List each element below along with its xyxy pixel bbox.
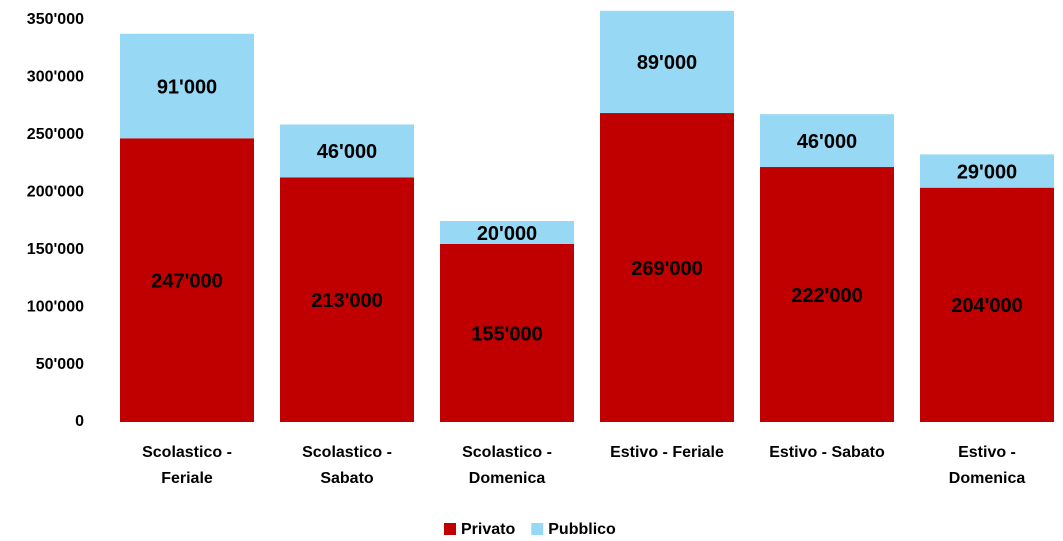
bar-segment [440, 221, 574, 244]
bar-segment [920, 154, 1054, 188]
y-tick-label: 200'000 [27, 184, 84, 201]
bar-segment [600, 10, 734, 114]
bar-segment [440, 243, 574, 422]
y-tick-label: 0 [75, 413, 84, 430]
value-label: 46'000 [317, 141, 377, 163]
legend-label: Privato [461, 521, 515, 538]
value-label: 20'000 [477, 223, 537, 245]
y-tick-label: 300'000 [27, 69, 84, 86]
value-label: 269'000 [631, 258, 703, 280]
x-tick-label: Scolastico -Feriale [142, 444, 232, 487]
legend-swatch [531, 523, 544, 535]
bar-segment [280, 124, 414, 178]
value-label: 222'000 [791, 285, 863, 307]
x-tick-label: Scolastico -Sabato [302, 444, 392, 487]
x-tick-label: Estivo - Feriale [610, 444, 724, 461]
bar-segment [280, 177, 414, 422]
value-label: 89'000 [637, 52, 697, 74]
value-label: 46'000 [797, 131, 857, 153]
bar-segment [760, 114, 894, 168]
value-label: 155'000 [471, 323, 543, 345]
x-tick-label: Scolastico -Domenica [462, 444, 552, 487]
x-tick-label: Estivo - Sabato [769, 444, 885, 461]
bar-segment [120, 33, 254, 139]
y-tick-label: 100'000 [27, 298, 84, 315]
value-label: 213'000 [311, 290, 383, 312]
bar-segment [120, 138, 254, 422]
y-tick-label: 350'000 [27, 11, 84, 28]
value-label: 29'000 [957, 161, 1017, 183]
value-label: 91'000 [157, 76, 217, 98]
value-label: 204'000 [951, 295, 1023, 317]
legend-label: Pubblico [548, 521, 616, 538]
value-label: 247'000 [151, 270, 223, 292]
bar-segment [600, 113, 734, 422]
bar-segment [760, 167, 894, 422]
y-tick-label: 50'000 [36, 356, 84, 373]
y-tick-label: 150'000 [27, 241, 84, 258]
legend-swatch [444, 523, 456, 535]
x-tick-label: Estivo -Domenica [949, 444, 1026, 487]
bar-segment [920, 187, 1054, 422]
y-tick-label: 250'000 [27, 126, 84, 143]
